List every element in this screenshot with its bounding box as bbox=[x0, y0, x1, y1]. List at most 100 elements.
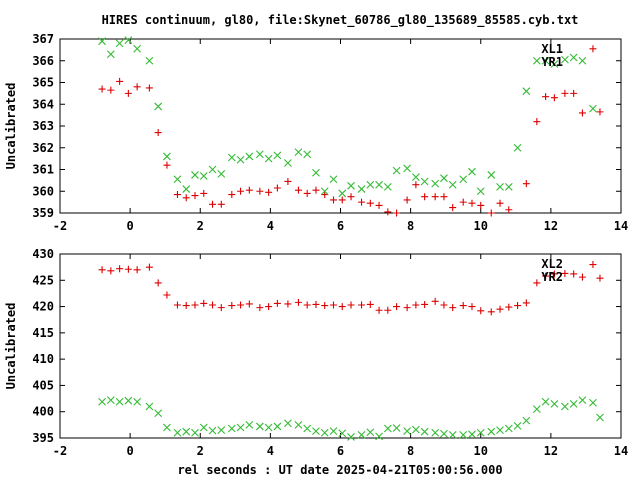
data-point bbox=[115, 397, 124, 406]
data-point bbox=[513, 143, 522, 152]
data-point bbox=[541, 56, 550, 65]
data-point bbox=[375, 432, 383, 441]
y-tick-label: 400 bbox=[32, 405, 54, 419]
data-point bbox=[420, 177, 429, 186]
data-point bbox=[228, 191, 236, 199]
data-point bbox=[468, 167, 476, 176]
data-point bbox=[284, 159, 292, 167]
data-point bbox=[366, 428, 375, 437]
data-point bbox=[133, 397, 142, 406]
legend-label: YR2 bbox=[541, 270, 563, 284]
data-point bbox=[133, 44, 142, 53]
data-point bbox=[468, 303, 476, 311]
data-point bbox=[145, 56, 154, 65]
data-point bbox=[440, 193, 448, 201]
data-point bbox=[116, 77, 124, 85]
data-point bbox=[487, 209, 495, 217]
y-tick-label: 420 bbox=[32, 300, 54, 314]
data-point bbox=[208, 165, 217, 174]
data-point bbox=[412, 301, 420, 309]
data-point bbox=[115, 39, 124, 48]
y-tick-label: 361 bbox=[32, 163, 54, 177]
data-point bbox=[477, 307, 485, 315]
data-point bbox=[459, 302, 467, 310]
data-point bbox=[375, 201, 383, 209]
data-point bbox=[256, 187, 264, 195]
data-point bbox=[393, 303, 401, 311]
data-point bbox=[578, 273, 586, 281]
data-point bbox=[589, 104, 597, 113]
y-tick-label: 430 bbox=[32, 247, 54, 261]
data-point bbox=[505, 303, 513, 311]
data-point bbox=[284, 300, 292, 308]
data-point bbox=[357, 185, 366, 193]
data-point bbox=[145, 263, 153, 271]
data-point bbox=[448, 430, 457, 439]
data-point bbox=[477, 201, 485, 209]
data-point bbox=[154, 102, 163, 111]
data-point bbox=[384, 208, 392, 216]
data-point bbox=[312, 168, 320, 177]
data-point bbox=[329, 175, 338, 184]
data-point bbox=[496, 426, 504, 435]
data-point bbox=[421, 193, 429, 201]
data-point bbox=[217, 304, 225, 312]
data-point bbox=[163, 423, 171, 432]
data-point bbox=[329, 196, 337, 204]
data-point bbox=[541, 397, 550, 406]
data-point bbox=[217, 169, 226, 178]
data-point bbox=[570, 270, 578, 278]
data-point bbox=[124, 36, 133, 44]
data-point bbox=[420, 427, 429, 436]
x-tick-label: 4 bbox=[267, 219, 274, 233]
data-point bbox=[182, 302, 190, 310]
data-point bbox=[98, 37, 106, 46]
x-tick-label: 0 bbox=[127, 219, 134, 233]
data-point bbox=[392, 166, 401, 175]
data-point bbox=[487, 171, 496, 179]
data-point bbox=[596, 108, 604, 116]
x-tick-label: 14 bbox=[614, 444, 628, 458]
data-point bbox=[245, 300, 253, 308]
data-point bbox=[459, 430, 468, 439]
data-point bbox=[431, 193, 439, 201]
data-point bbox=[209, 301, 217, 309]
data-point bbox=[294, 186, 302, 194]
data-point bbox=[533, 279, 541, 287]
data-point bbox=[236, 423, 245, 432]
data-point bbox=[321, 191, 329, 199]
data-point bbox=[522, 87, 531, 96]
data-point bbox=[208, 426, 217, 435]
data-point bbox=[273, 299, 281, 307]
data-point bbox=[578, 56, 587, 65]
data-point bbox=[357, 430, 366, 439]
data-point bbox=[255, 422, 264, 431]
y-axis-label: Uncalibrated bbox=[4, 303, 18, 390]
data-point bbox=[431, 428, 440, 437]
y-axis-label: Uncalibrated bbox=[4, 83, 18, 170]
data-point bbox=[403, 304, 411, 312]
data-point bbox=[303, 424, 312, 433]
data-point bbox=[468, 430, 476, 439]
data-point bbox=[303, 150, 312, 159]
data-point bbox=[182, 194, 190, 202]
data-point bbox=[514, 302, 522, 310]
data-point bbox=[459, 198, 467, 206]
data-point bbox=[133, 83, 141, 91]
data-point bbox=[107, 86, 115, 94]
data-point bbox=[431, 179, 440, 188]
data-point bbox=[294, 298, 302, 306]
data-point bbox=[191, 428, 199, 437]
data-point bbox=[504, 183, 513, 191]
data-point bbox=[522, 416, 531, 425]
data-point bbox=[347, 193, 355, 201]
series-YR2 bbox=[98, 396, 604, 441]
data-point bbox=[366, 180, 375, 189]
data-point bbox=[596, 274, 604, 282]
x-tick-label: 6 bbox=[337, 219, 344, 233]
x-tick-label: 2 bbox=[197, 444, 204, 458]
data-point bbox=[191, 301, 199, 309]
data-point bbox=[383, 183, 392, 191]
series-XL2 bbox=[98, 261, 604, 316]
data-point bbox=[550, 270, 558, 278]
